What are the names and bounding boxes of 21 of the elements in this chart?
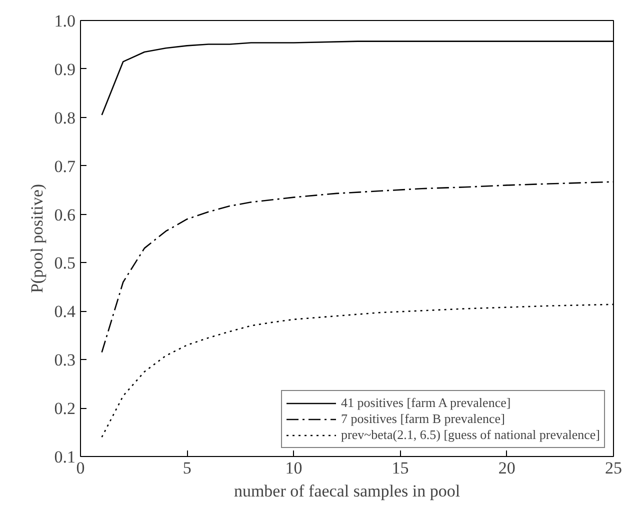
x-axis-title: number of faecal samples in pool bbox=[234, 482, 460, 500]
legend-label: 41 positives [farm A prevalence] bbox=[341, 395, 511, 411]
y-axis-title: P(pool positive) bbox=[27, 184, 46, 294]
x-tick-label: 20 bbox=[498, 458, 516, 478]
y-tick-label: 0.6 bbox=[54, 205, 76, 224]
y-tick-label: 0.2 bbox=[54, 399, 76, 418]
x-tick-label: 5 bbox=[182, 458, 192, 478]
y-tick-label: 0.9 bbox=[54, 60, 76, 79]
y-tick-label: 1.0 bbox=[54, 12, 76, 30]
y-tick-label: 0.8 bbox=[54, 108, 76, 128]
y-tick-label: 0.3 bbox=[54, 350, 76, 370]
x-tick-label: 0 bbox=[76, 458, 85, 478]
x-tick-label: 10 bbox=[285, 458, 302, 478]
y-tick-label: 0.4 bbox=[54, 302, 76, 322]
y-tick-label: 0.7 bbox=[54, 156, 76, 176]
x-tick-label: 15 bbox=[392, 458, 409, 478]
legend-label: 7 positives [farm B prevalence] bbox=[341, 411, 505, 427]
y-tick-label: 0.1 bbox=[54, 448, 76, 466]
legend-label: prev~beta(2.1, 6.5) [guess of national prevalence] bbox=[341, 427, 600, 443]
x-tick-label: 25 bbox=[605, 458, 622, 478]
y-tick-label: 0.5 bbox=[54, 254, 76, 273]
